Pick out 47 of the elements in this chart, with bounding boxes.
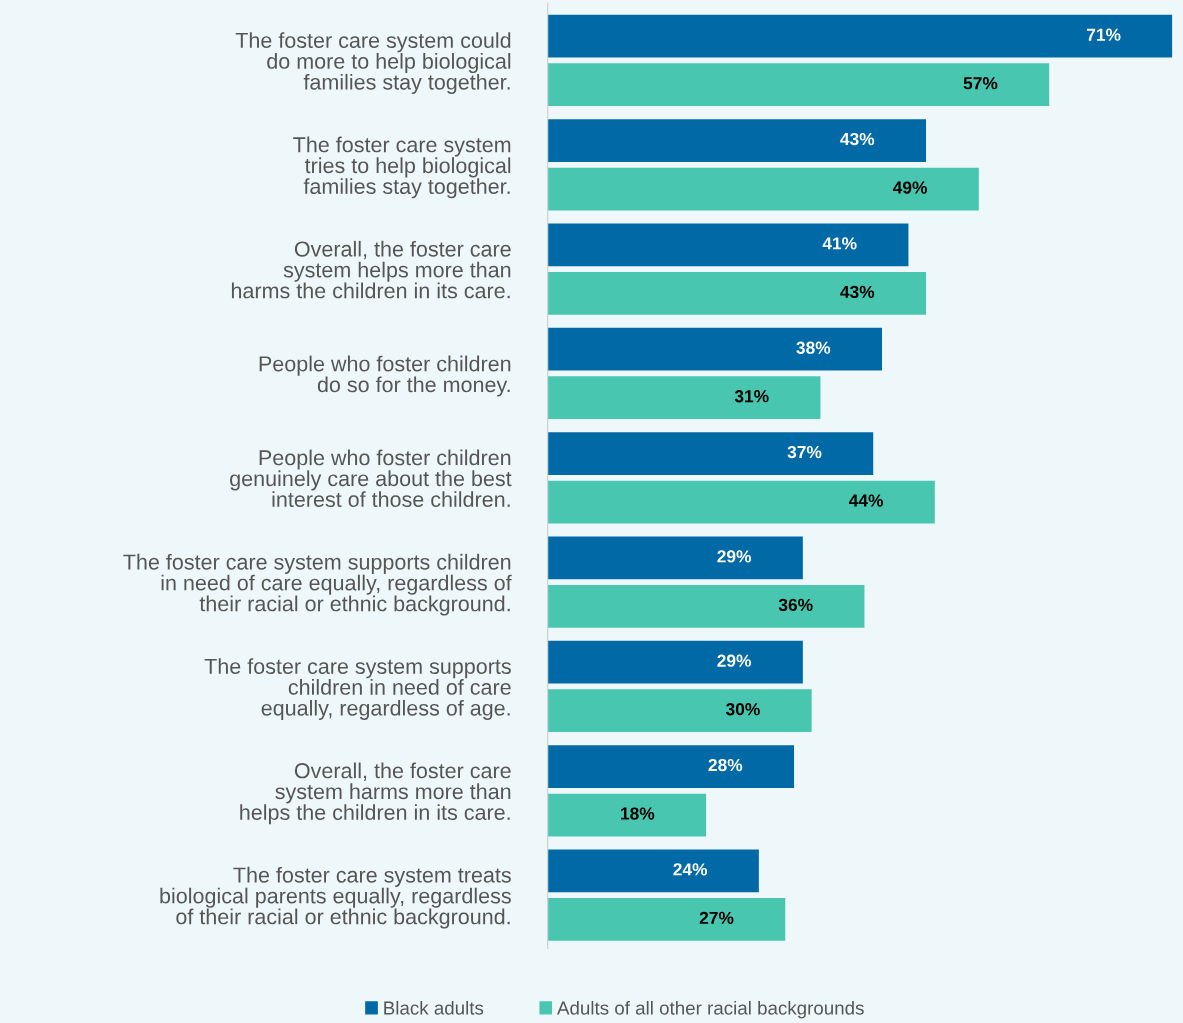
bar bbox=[547, 897, 786, 941]
data-label: 36% bbox=[778, 598, 813, 612]
legend-label: Black adults bbox=[384, 1000, 484, 1015]
bar bbox=[547, 480, 935, 524]
bar bbox=[547, 119, 927, 162]
y-tick-label: The foster care system treats biological parents equally, regardless of their racial or ethnic background. bbox=[160, 866, 511, 929]
bar bbox=[547, 745, 795, 788]
data-label: 38% bbox=[796, 341, 831, 354]
bar bbox=[547, 793, 707, 837]
bar bbox=[547, 640, 803, 684]
bar bbox=[547, 271, 927, 315]
data-label: 29% bbox=[717, 550, 752, 563]
bar bbox=[547, 327, 883, 371]
data-label: 31% bbox=[734, 390, 769, 403]
y-tick-label: The foster care system tries to help biological families stay together. bbox=[293, 136, 511, 199]
data-label: 27% bbox=[699, 911, 734, 924]
data-label: 18% bbox=[621, 807, 655, 820]
data-label: 57% bbox=[963, 77, 998, 90]
legend-label: Adults of all other racial backgrounds bbox=[557, 1000, 864, 1019]
bar bbox=[547, 689, 812, 733]
bar bbox=[547, 584, 865, 628]
bar bbox=[547, 63, 1050, 107]
bar bbox=[547, 432, 874, 475]
y-tick-label: People who foster children genuinely care about the best interest of those children. bbox=[230, 449, 512, 508]
y-tick-label: The foster care system supports children in need of care equally, regardless of their racial or ethnic background. bbox=[123, 553, 512, 616]
bar bbox=[547, 849, 759, 893]
bar bbox=[547, 167, 979, 211]
y-tick-label: The foster care system supports children in need of care equally, regardless of age. bbox=[204, 658, 511, 720]
data-label: 29% bbox=[717, 654, 752, 667]
bar bbox=[547, 223, 909, 267]
data-label: 37% bbox=[787, 445, 822, 459]
data-label: 49% bbox=[892, 181, 927, 194]
y-tick-label: Overall, the foster care system harms more than helps the children in its care. bbox=[240, 762, 511, 825]
data-label: 41% bbox=[822, 237, 857, 250]
bar bbox=[547, 536, 803, 580]
data-label: 71% bbox=[1086, 28, 1121, 41]
bar bbox=[547, 376, 821, 420]
data-label: 28% bbox=[708, 758, 743, 772]
data-label: 43% bbox=[840, 285, 875, 299]
data-label: 24% bbox=[673, 863, 708, 876]
data-label: 43% bbox=[840, 132, 875, 146]
data-label: 44% bbox=[848, 494, 883, 507]
data-label: 30% bbox=[725, 703, 760, 716]
y-tick-label: Overall, the foster care system helps more than harms the children in its care. bbox=[231, 240, 511, 299]
y-tick-label: The foster care system could do more to help biological families stay together. bbox=[235, 32, 511, 94]
y-tick-label: People who foster children do so for the money. bbox=[259, 355, 511, 397]
bar bbox=[547, 14, 1173, 58]
